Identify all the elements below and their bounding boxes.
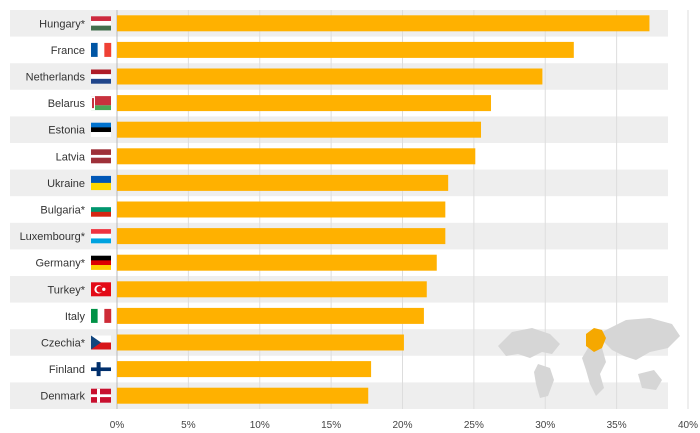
- bar: [117, 281, 427, 298]
- bar: [117, 228, 446, 245]
- bar: [117, 95, 492, 112]
- bar: [117, 68, 543, 85]
- x-tick-label: 25%: [464, 420, 484, 431]
- category-label: Finland: [49, 364, 85, 376]
- bar: [117, 361, 372, 378]
- category-label: Italy: [65, 311, 86, 323]
- category-label: Turkey*: [48, 284, 86, 296]
- category-label: France: [51, 45, 85, 57]
- bar: [117, 334, 404, 351]
- x-tick-label: 5%: [181, 420, 196, 431]
- flag-ukraine-icon: [91, 175, 111, 191]
- flag-finland-icon: [91, 362, 111, 377]
- x-tick-label: 0%: [110, 420, 125, 431]
- flags: [91, 16, 112, 403]
- bar: [117, 307, 424, 324]
- flag-luxembourg-icon: [91, 229, 111, 244]
- x-tick-label: 10%: [250, 420, 270, 431]
- category-label: Bulgaria*: [40, 205, 85, 217]
- bar: [117, 41, 574, 58]
- x-tick-label: 40%: [678, 420, 698, 431]
- flag-latvia-icon: [91, 149, 111, 164]
- bar: [117, 15, 650, 32]
- x-tick-labels: 0% 5% 10% 15% 20% 25% 30% 35% 40%: [110, 420, 698, 431]
- bar: [117, 148, 476, 165]
- category-label: Netherlands: [26, 72, 86, 84]
- flag-belarus-icon: [91, 96, 111, 111]
- flag-estonia-icon: [91, 122, 111, 137]
- x-tick-label: 30%: [535, 420, 555, 431]
- flag-italy-icon: [91, 308, 112, 323]
- x-tick-label: 20%: [392, 420, 412, 431]
- flag-czechia-icon: [91, 335, 111, 350]
- category-label: Estonia: [48, 125, 86, 137]
- bar: [117, 201, 446, 218]
- bar: [117, 387, 369, 404]
- x-tick-label: 15%: [321, 420, 341, 431]
- category-label: Belarus: [48, 98, 86, 110]
- x-tick-label: 35%: [607, 420, 627, 431]
- world-map-icon: [498, 318, 680, 398]
- category-label: Hungary*: [39, 18, 86, 30]
- flag-netherlands-icon: [91, 69, 111, 84]
- bar: [117, 121, 482, 138]
- bars: [117, 15, 650, 404]
- category-label: Ukraine: [47, 178, 85, 190]
- bar: [117, 174, 449, 191]
- flag-bulgaria-icon: [91, 202, 111, 217]
- flag-turkey-icon: [91, 282, 111, 297]
- category-label: Luxembourg*: [20, 231, 86, 243]
- flag-denmark-icon: [91, 388, 111, 403]
- category-label: Latvia: [56, 151, 86, 163]
- flag-germany-icon: [91, 255, 111, 270]
- category-label: Germany*: [35, 258, 85, 270]
- bar: [117, 254, 437, 271]
- flag-hungary-icon: [91, 16, 111, 31]
- flag-france-icon: [91, 42, 112, 57]
- category-labels: Hungary* France Netherlands Belarus Estonia L…: [20, 18, 86, 402]
- category-label: Czechia*: [41, 338, 86, 350]
- category-label: Denmark: [40, 391, 85, 403]
